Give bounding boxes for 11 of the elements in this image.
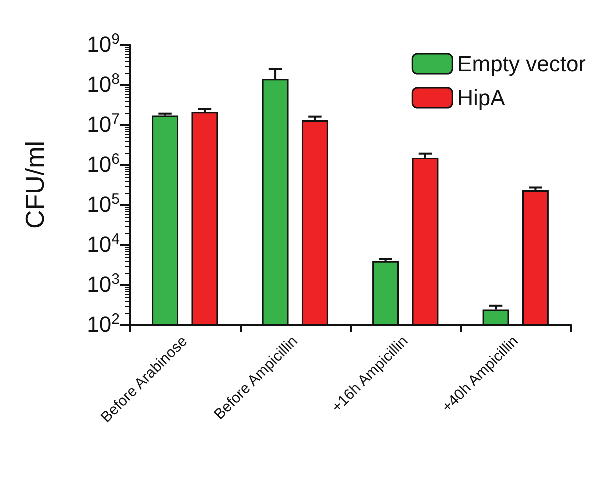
y-tick-label: 10$^{5}$ <box>87 191 120 218</box>
y-tick-label: 10$^{6}$ <box>87 151 120 178</box>
y-tick-label: 10$^{8}$ <box>87 71 120 98</box>
y-tick-label: 10$^{2}$ <box>87 311 120 338</box>
y-tick-label: 10$^{4}$ <box>87 231 120 258</box>
y-tick-label: 10$^{3}$ <box>87 271 120 298</box>
y-tick-label: 10$^{7}$ <box>87 111 120 138</box>
legend-label: HipA <box>458 86 506 110</box>
y-axis-title: CFU/ml <box>20 140 50 230</box>
y-tick-label: 10$^{9}$ <box>87 31 120 58</box>
legend-label: Empty vector <box>458 52 586 76</box>
